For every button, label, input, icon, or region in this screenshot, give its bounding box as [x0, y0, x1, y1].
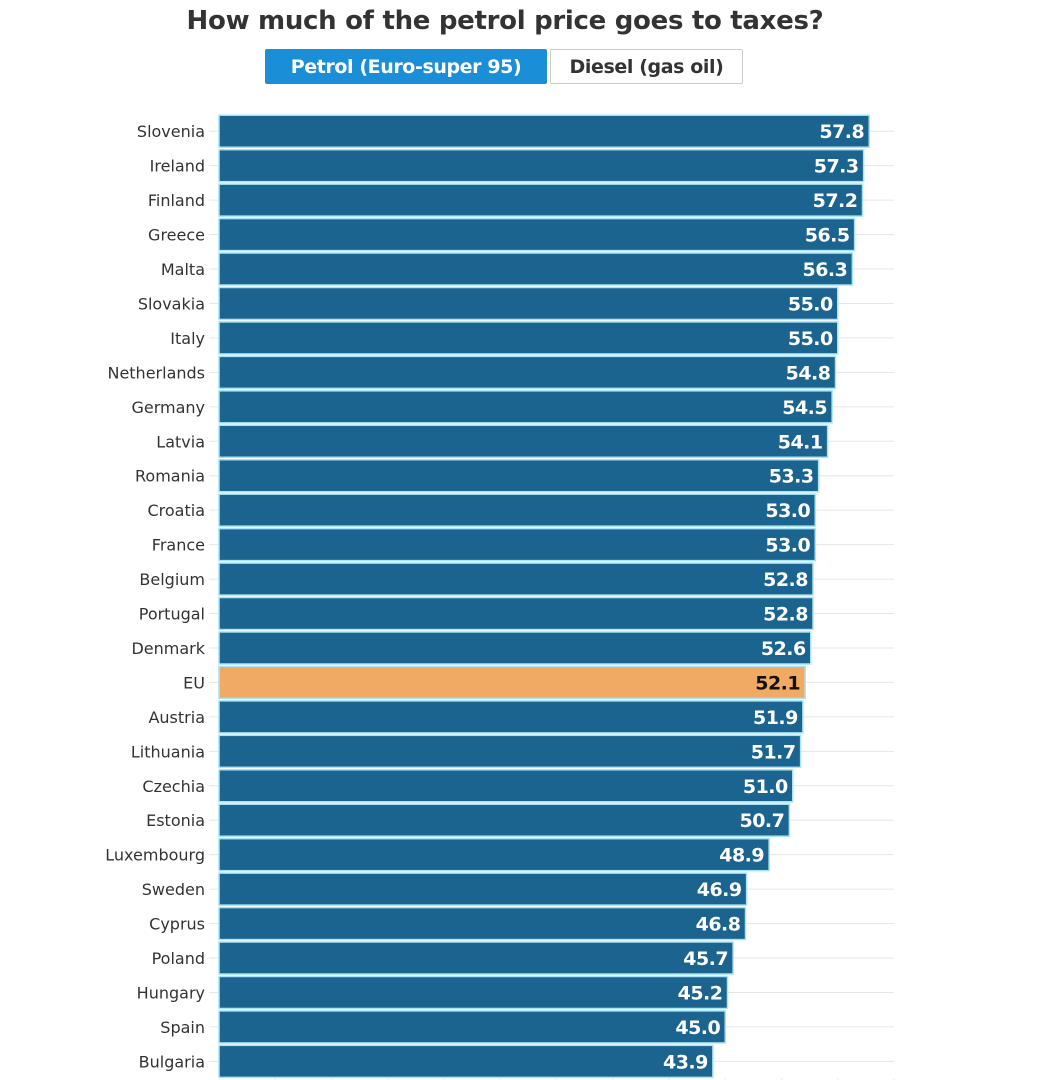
- category-label: Slovakia: [138, 294, 205, 313]
- bar-cyprus[interactable]: [218, 906, 747, 941]
- chart-title: How much of the petrol price goes to tax…: [186, 6, 824, 36]
- bar-hungary[interactable]: [218, 975, 729, 1010]
- value-label: 54.8: [786, 362, 831, 384]
- diesel-toggle-button[interactable]: Diesel (gas oil): [550, 49, 743, 84]
- category-label: Greece: [148, 226, 205, 245]
- value-label: 57.2: [813, 190, 858, 212]
- category-label: Denmark: [131, 639, 205, 658]
- bar-sweden[interactable]: [218, 872, 748, 906]
- value-label: 51.9: [753, 707, 798, 729]
- category-label: Lithuania: [131, 742, 205, 761]
- value-label: 45.2: [678, 982, 723, 1004]
- bar-netherlands[interactable]: [218, 355, 837, 390]
- value-label: 57.3: [814, 156, 859, 178]
- bars: [218, 114, 870, 1079]
- value-label: 54.5: [782, 397, 827, 419]
- value-label: 57.8: [819, 121, 864, 143]
- bar-finland[interactable]: [218, 183, 864, 217]
- category-label: Belgium: [139, 570, 205, 589]
- value-label: 53.0: [765, 500, 810, 522]
- category-label: Poland: [152, 949, 205, 968]
- category-label: Netherlands: [107, 363, 205, 382]
- value-label: 54.1: [778, 431, 823, 453]
- bar-spain[interactable]: [218, 1010, 726, 1044]
- value-label: 52.8: [763, 604, 808, 626]
- petrol-toggle-button[interactable]: Petrol (Euro-super 95): [265, 49, 547, 84]
- category-label: Croatia: [147, 501, 205, 520]
- bar-portugal[interactable]: [218, 596, 814, 631]
- bar-bulgaria[interactable]: [218, 1044, 714, 1079]
- category-label: Bulgaria: [139, 1052, 205, 1071]
- bar-france[interactable]: [218, 527, 816, 562]
- bar-croatia[interactable]: [218, 493, 816, 527]
- category-label: Latvia: [156, 432, 205, 451]
- category-label: Estonia: [146, 811, 205, 830]
- bar-slovenia[interactable]: [218, 114, 870, 148]
- category-label: Portugal: [139, 605, 205, 624]
- value-label: 51.0: [743, 776, 788, 798]
- bar-austria[interactable]: [218, 700, 804, 734]
- bar-slovakia[interactable]: [218, 286, 839, 321]
- fuel-type-toggle: Petrol (Euro-super 95) Diesel (gas oil): [265, 49, 743, 84]
- category-label: Malta: [161, 260, 205, 279]
- category-label: Cyprus: [149, 915, 205, 934]
- value-label: 52.8: [763, 569, 808, 591]
- category-label: Ireland: [150, 157, 205, 176]
- value-labels: 57.8 57.3 57.2 56.5 56.3 55.0 55.0 54.8 54.5 54.1…: [663, 121, 865, 1073]
- category-label: Hungary: [137, 983, 205, 1002]
- value-label: 45.7: [683, 948, 728, 970]
- value-label: 56.3: [802, 259, 847, 281]
- category-label: Romania: [135, 467, 205, 486]
- value-label: 53.3: [769, 466, 814, 488]
- bar-eu[interactable]: [218, 665, 806, 700]
- bar-germany[interactable]: [218, 390, 833, 424]
- value-label: 50.7: [739, 810, 784, 832]
- category-label: Luxembourg: [105, 846, 205, 865]
- category-label: EU: [183, 673, 205, 692]
- category-label: Sweden: [142, 880, 205, 899]
- bar-lithuania[interactable]: [218, 734, 802, 769]
- value-label: 46.8: [696, 914, 741, 936]
- value-label: 56.5: [805, 225, 850, 247]
- category-labels: Slovenia Ireland Finland Greece Malta Slovaki…: [105, 122, 205, 1071]
- category-label: Slovenia: [137, 122, 205, 141]
- value-label: 52.1: [755, 672, 800, 694]
- bar-czechia[interactable]: [218, 769, 794, 803]
- value-label: 48.9: [719, 845, 764, 867]
- bar-estonia[interactable]: [218, 803, 791, 837]
- bar-malta[interactable]: [218, 252, 854, 286]
- bar-latvia[interactable]: [218, 424, 829, 459]
- value-label: 51.7: [751, 741, 796, 763]
- value-label: 55.0: [788, 293, 833, 315]
- value-label: 55.0: [788, 328, 833, 350]
- category-label: Italy: [170, 329, 205, 348]
- category-label: Czechia: [142, 777, 205, 796]
- bar-greece[interactable]: [218, 217, 856, 252]
- category-label: Austria: [148, 708, 205, 727]
- value-label: 53.0: [765, 535, 810, 557]
- bar-poland[interactable]: [218, 941, 734, 975]
- bar-romania[interactable]: [218, 458, 820, 493]
- category-label: Spain: [160, 1018, 205, 1037]
- bar-belgium[interactable]: [218, 562, 814, 596]
- category-label: Germany: [131, 398, 205, 417]
- value-label: 52.6: [761, 638, 806, 660]
- category-label: Finland: [148, 191, 205, 210]
- value-label: 43.9: [663, 1051, 708, 1073]
- bar-italy[interactable]: [218, 321, 839, 355]
- value-label: 45.0: [675, 1017, 720, 1039]
- bar-ireland[interactable]: [218, 148, 865, 183]
- bar-luxembourg[interactable]: [218, 837, 770, 872]
- category-label: France: [152, 536, 205, 555]
- bar-denmark[interactable]: [218, 631, 812, 665]
- value-label: 46.9: [697, 879, 742, 901]
